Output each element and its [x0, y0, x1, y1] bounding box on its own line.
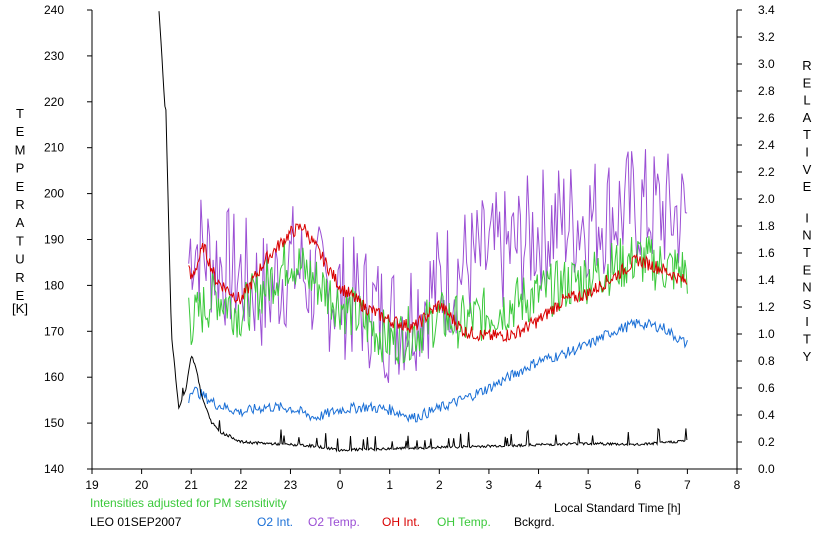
legend-o2-int: O2 Int. [257, 515, 293, 529]
right-axis-title-letter: Y [803, 349, 812, 364]
tick-layer: 19 20 21 22 23 0 1 2 3 4 5 6 7 8140150160170180190200… [44, 3, 775, 492]
x-axis-title: Local Standard Time [h] [554, 501, 681, 515]
y-left-tick-label: 230 [44, 49, 64, 63]
left-axis-title-letter: R [15, 270, 24, 285]
y-right-tick-label: 1.6 [758, 246, 775, 260]
legend-layer: Intensities adjusted for PM sensitivity … [90, 496, 681, 529]
left-axis-title-letter: M [15, 142, 26, 157]
right-axis-title-letter: V [803, 162, 812, 177]
x-tick-label: 1 [386, 478, 393, 492]
left-axis-title-letter: P [16, 161, 25, 176]
x-tick-label: 21 [185, 478, 199, 492]
right-axis-title-letter: I [805, 145, 809, 160]
legend-o2-temp: O2 Temp. [308, 515, 360, 529]
right-axis-title-letter: S [803, 297, 812, 312]
y-right-tick-label: 0.4 [758, 408, 775, 422]
left-axis-title-letter: T [16, 233, 24, 248]
left-axis-title-letter: E [16, 124, 25, 139]
x-tick-label: 23 [284, 478, 298, 492]
station-date: LEO 01SEP2007 [90, 515, 182, 529]
x-tick-label: 5 [585, 478, 592, 492]
series-line-o2-temp [188, 149, 688, 383]
y-left-tick-label: 170 [44, 324, 64, 338]
left-axis-title-letter: U [15, 252, 24, 267]
left-axis-title-letter: E [16, 288, 25, 303]
y-right-tick-label: 2.0 [758, 192, 775, 206]
legend-bckgrd: Bckgrd. [514, 515, 555, 529]
y-left-tick-label: 200 [44, 187, 64, 201]
y-left-tick-label: 210 [44, 141, 64, 155]
y-right-tick-label: 2.6 [758, 111, 775, 125]
right-axis-title-letter: I [805, 314, 809, 329]
x-tick-label: 2 [436, 478, 443, 492]
y-right-tick-label: 3.4 [758, 3, 775, 17]
x-tick-label: 3 [486, 478, 493, 492]
right-axis-title-letter: T [803, 332, 811, 347]
y-right-tick-label: 0.8 [758, 354, 775, 368]
x-tick-label: 7 [684, 478, 691, 492]
y-right-tick-label: 1.2 [758, 300, 775, 314]
y-right-tick-label: 2.2 [758, 165, 775, 179]
series-line-o2-int [188, 318, 688, 423]
right-axis-title-letter: R [802, 58, 811, 73]
y-right-tick-label: 0.2 [758, 435, 775, 449]
y-right-tick-label: 1.8 [758, 219, 775, 233]
right-axis-title-letter: I [805, 210, 809, 225]
right-axis-title-letter: N [802, 280, 811, 295]
x-tick-label: 22 [234, 478, 248, 492]
y-right-tick-label: 2.8 [758, 84, 775, 98]
y-right-tick-label: 3.2 [758, 30, 775, 44]
right-axis-title-letter: T [803, 245, 811, 260]
left-axis-unit: [K] [12, 301, 28, 316]
y-right-tick-label: 1.0 [758, 327, 775, 341]
x-tick-label: 8 [734, 478, 741, 492]
pm-note: Intensities adjusted for PM sensitivity [90, 496, 287, 510]
right-axis-title-letter: L [803, 93, 810, 108]
x-tick-label: 20 [135, 478, 149, 492]
y-right-tick-label: 3.0 [758, 57, 775, 71]
y-left-tick-label: 160 [44, 370, 64, 384]
y-right-tick-label: 2.4 [758, 138, 775, 152]
legend-oh-int: OH Int. [382, 515, 420, 529]
x-tick-label: 6 [634, 478, 641, 492]
series-layer [158, 11, 688, 453]
y-left-tick-label: 180 [44, 278, 64, 292]
x-tick-label: 4 [535, 478, 542, 492]
right-axis-title-letter: N [802, 228, 811, 243]
x-tick-label: 0 [337, 478, 344, 492]
y-left-tick-label: 150 [44, 416, 64, 430]
left-axis-title-letter: R [15, 197, 24, 212]
series-line-bckgrd [158, 11, 688, 453]
y-left-tick-label: 140 [44, 462, 64, 476]
left-axis-title-letter: A [16, 215, 25, 230]
x-tick-label: 19 [85, 478, 99, 492]
y-left-tick-label: 240 [44, 3, 64, 17]
legend-oh-temp: OH Temp. [437, 515, 491, 529]
right-axis-title-letter: E [803, 262, 812, 277]
y-right-tick-label: 0.0 [758, 462, 775, 476]
series-line-oh-int [188, 223, 688, 343]
left-axis-title-letter: E [16, 179, 25, 194]
right-axis-title-letter: T [803, 127, 811, 142]
left-axis-title-letter: T [16, 106, 24, 121]
right-axis-title-letter: E [803, 179, 812, 194]
y-left-tick-label: 190 [44, 233, 64, 247]
y-left-tick-label: 220 [44, 95, 64, 109]
right-axis-title-letter: E [803, 75, 812, 90]
y-right-tick-label: 0.6 [758, 381, 775, 395]
y-right-tick-label: 1.4 [758, 273, 775, 287]
right-axis-title-letter: A [803, 110, 812, 125]
